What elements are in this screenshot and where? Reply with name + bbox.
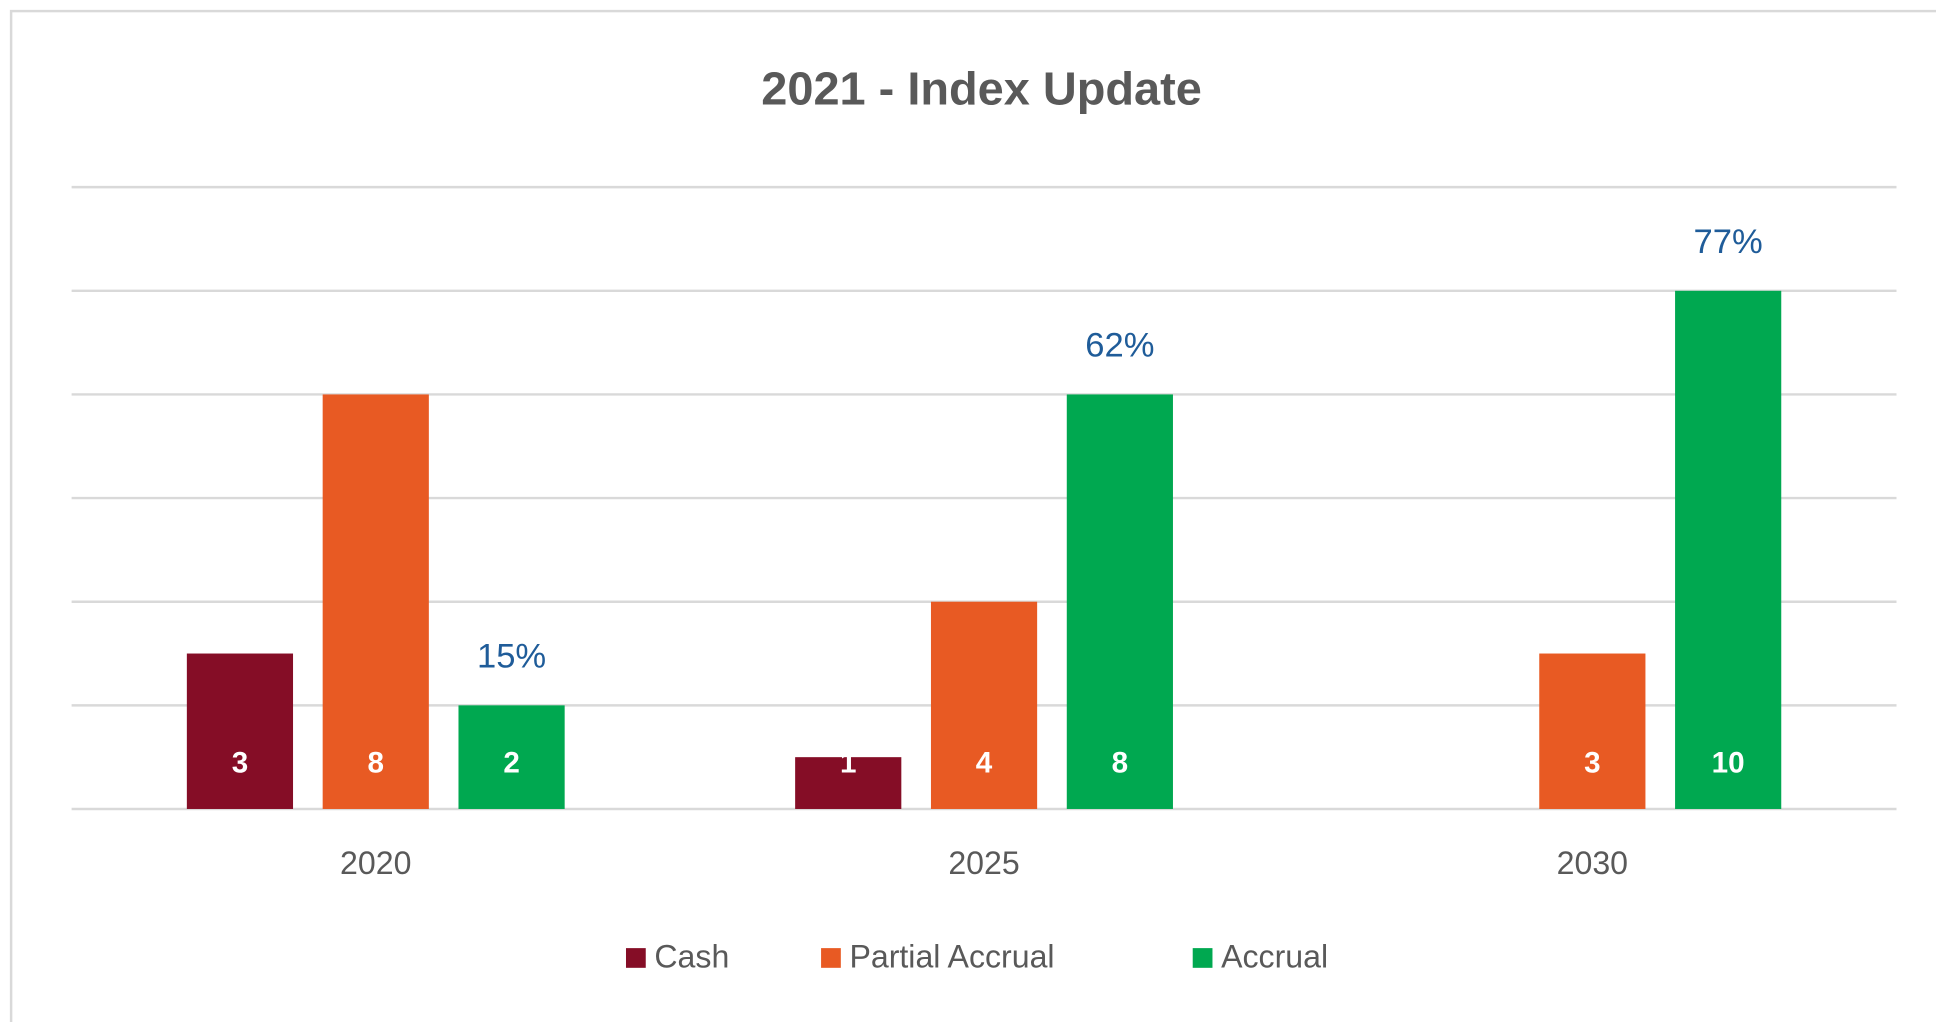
legend-label: Accrual <box>1221 939 1328 975</box>
legend-label: Partial Accrual <box>849 939 1054 975</box>
bar <box>1066 394 1173 809</box>
legend-label: Cash <box>654 939 729 975</box>
data-label: 4 <box>976 746 993 779</box>
bar <box>322 394 429 809</box>
bar <box>1539 653 1646 809</box>
data-label: 10 <box>1712 746 1745 779</box>
annotation: 15% <box>477 638 546 676</box>
legend-swatch <box>1192 948 1213 968</box>
bar <box>795 757 902 809</box>
data-label: 8 <box>368 746 384 779</box>
bar <box>1675 290 1782 809</box>
bar <box>458 705 565 809</box>
x-tick-label: 2030 <box>1557 845 1628 881</box>
legend-swatch <box>625 948 646 968</box>
data-label: 3 <box>1584 746 1600 779</box>
chart-title: 2021 - Index Update <box>761 63 1202 115</box>
data-label: 2 <box>503 746 519 779</box>
bar <box>930 601 1038 809</box>
annotation: 77% <box>1694 223 1763 261</box>
annotation: 62% <box>1085 327 1154 365</box>
x-tick-label: 2025 <box>948 845 1019 881</box>
legend-swatch <box>821 948 841 968</box>
data-label: 3 <box>232 746 248 779</box>
data-label: 8 <box>1112 746 1128 779</box>
data-label: 1 <box>840 746 856 779</box>
bar <box>186 653 294 809</box>
x-tick-label: 2020 <box>340 845 411 881</box>
